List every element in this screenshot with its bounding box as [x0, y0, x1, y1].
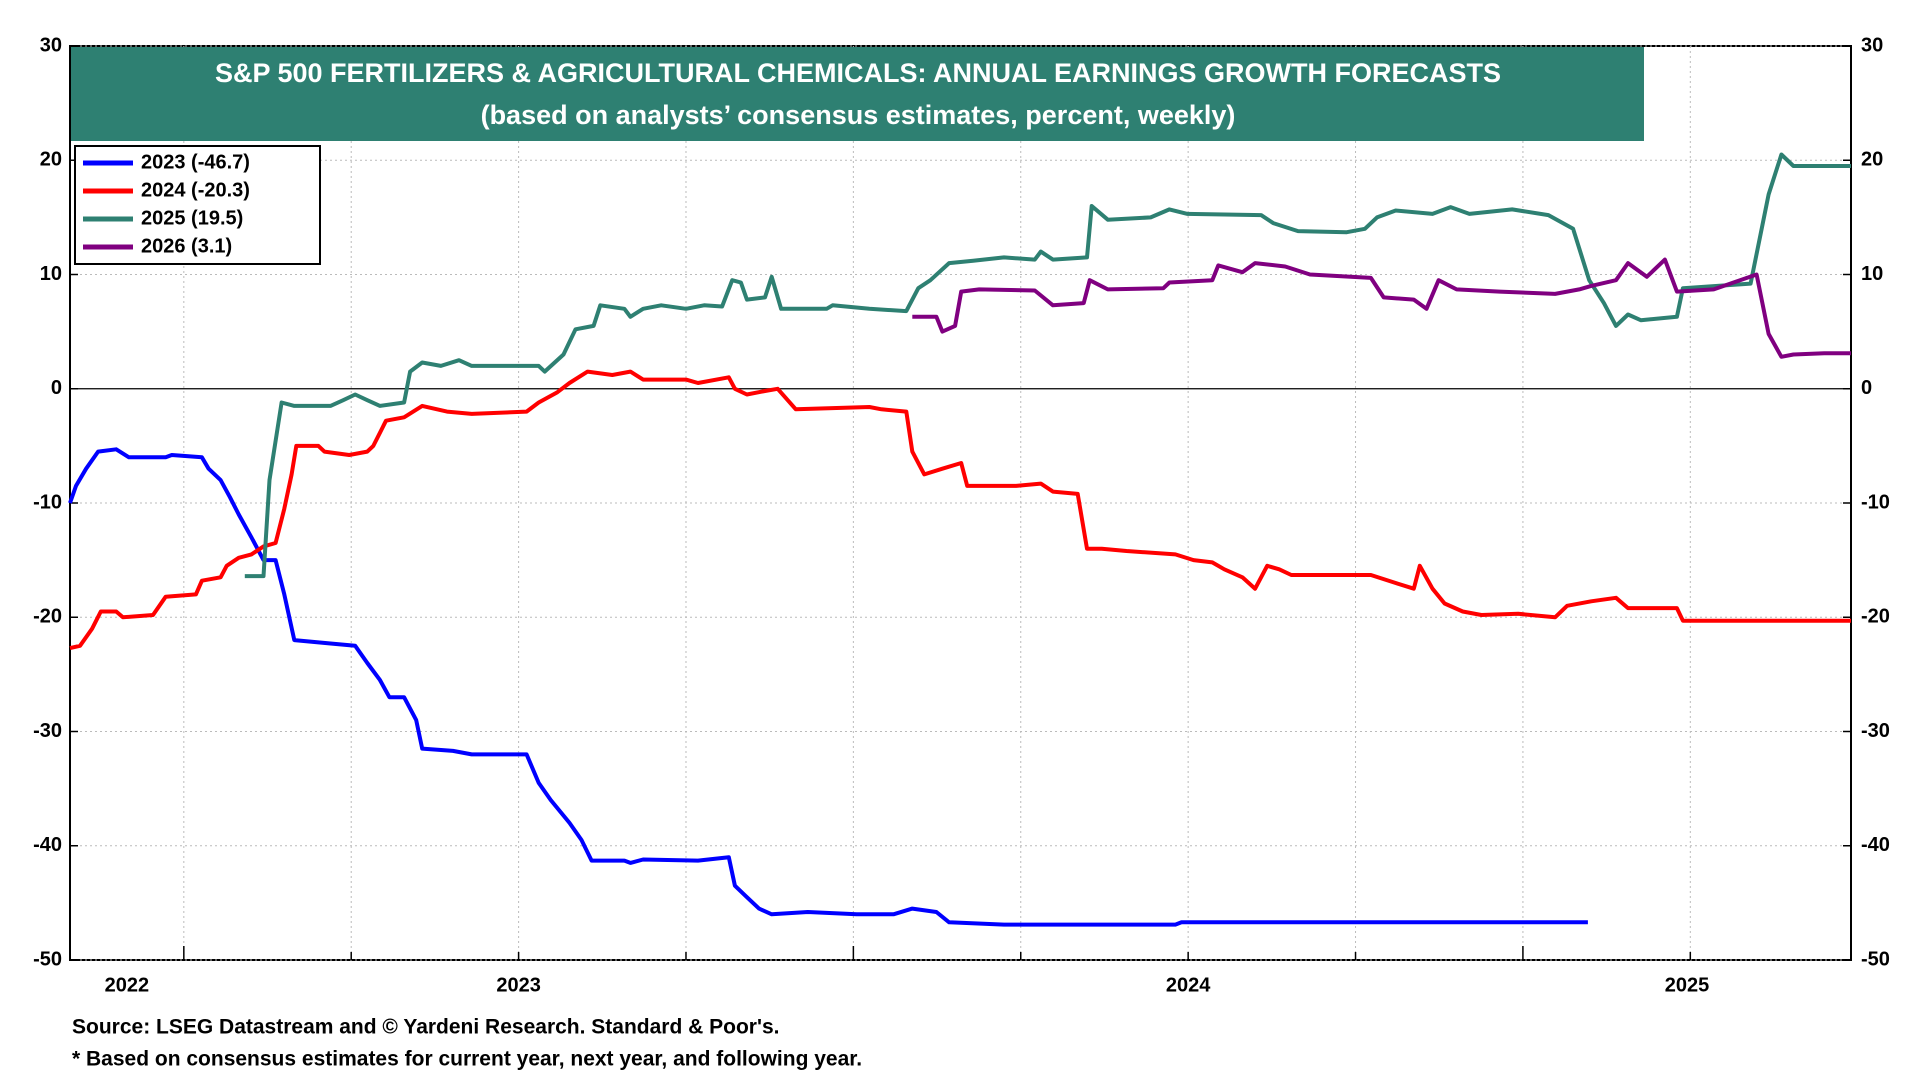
y2-tick-label: -30 [1861, 720, 1890, 742]
series-line [68, 447, 1588, 927]
y2-tick-label: -20 [1861, 606, 1890, 628]
y2-tick-label: -10 [1861, 491, 1890, 513]
footnote: * Based on consensus estimates for curre… [72, 1048, 862, 1071]
y-tick-label: 10 [40, 263, 62, 285]
y-tick-label: -20 [33, 606, 62, 628]
y-tick-label: 30 [40, 34, 62, 56]
y-tick-label: -40 [33, 834, 62, 856]
series-line [244, 152, 1851, 579]
chart-title: S&P 500 FERTILIZERS & AGRICULTURAL CHEMI… [215, 58, 1501, 88]
x-tick-label: 2022 [105, 974, 150, 996]
grid [70, 45, 1851, 961]
y-tick-label: -10 [33, 491, 62, 513]
legend-label: 2026 (3.1) [141, 235, 232, 257]
y2-tick-label: 10 [1861, 263, 1883, 285]
y2-tick-label: -40 [1861, 834, 1890, 856]
y-tick-label: 20 [40, 149, 62, 171]
x-tick-label: 2023 [496, 974, 541, 996]
y-tick-label: -50 [33, 948, 62, 970]
y-tick-label: 0 [51, 377, 62, 399]
source-note: Source: LSEG Datastream and © Yardeni Re… [72, 1016, 779, 1039]
series-line [69, 369, 1851, 651]
x-tick-label: 2024 [1166, 974, 1211, 996]
y2-tick-label: 0 [1861, 377, 1872, 399]
x-tick-label: 2025 [1665, 974, 1710, 996]
legend-label: 2023 (-46.7) [141, 151, 250, 173]
legend-label: 2024 (-20.3) [141, 179, 250, 201]
chart-subtitle: (based on analysts’ consensus estimates,… [481, 100, 1236, 130]
y2-tick-label: -50 [1861, 948, 1890, 970]
title-box [71, 47, 1644, 141]
y2-tick-label: 20 [1861, 149, 1883, 171]
legend-label: 2025 (19.5) [141, 207, 243, 229]
y2-tick-label: 30 [1861, 34, 1883, 56]
legend-box [74, 145, 321, 265]
series-line [912, 257, 1851, 359]
y-tick-label: -30 [33, 720, 62, 742]
